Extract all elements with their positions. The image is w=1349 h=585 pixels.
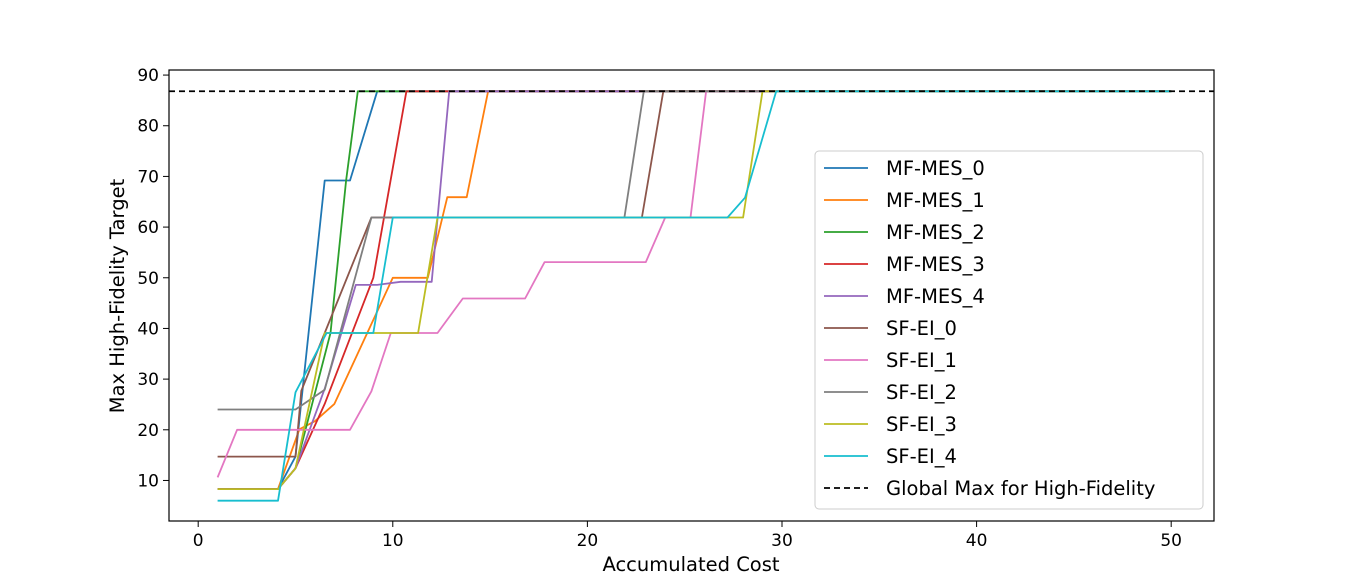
legend-label: SF-EI_2 <box>886 381 957 404</box>
legend-label: SF-EI_4 <box>886 445 957 468</box>
x-axis-label: Accumulated Cost <box>602 553 779 576</box>
y-axis: 10 20 30 40 50 60 70 80 90 <box>137 66 169 491</box>
legend-label: Global Max for High-Fidelity <box>886 477 1155 500</box>
x-tick-label: 10 <box>382 531 404 551</box>
legend-box <box>814 150 1204 510</box>
y-tick-label: 80 <box>137 117 159 137</box>
y-tick-label: 30 <box>137 370 159 390</box>
y-tick-label: 20 <box>137 421 159 441</box>
legend-label: SF-EI_0 <box>886 317 957 340</box>
x-axis: 0 10 20 30 40 50 <box>193 521 1182 551</box>
series-line-mf-mes-1 <box>217 90 1172 491</box>
legend-label: MF-MES_1 <box>886 189 985 212</box>
y-tick-label: 70 <box>137 167 159 187</box>
series-line-sf-ei-0 <box>217 90 1172 458</box>
legend-label: SF-EI_3 <box>886 413 957 436</box>
y-tick-label: 90 <box>137 66 159 86</box>
y-tick-label: 10 <box>137 471 159 491</box>
x-tick-label: 30 <box>771 531 793 551</box>
legend-label: MF-MES_2 <box>886 221 985 244</box>
y-tick-label: 40 <box>137 319 159 339</box>
x-tick-label: 0 <box>193 531 204 551</box>
legend-label: SF-EI_1 <box>886 349 957 372</box>
y-tick-label: 60 <box>137 218 159 238</box>
legend: MF-MES_0 MF-MES_1 MF-MES_2 MF-MES_3 MF-MES_4… <box>814 150 1204 510</box>
legend-label: MF-MES_0 <box>886 157 985 180</box>
legend-label: MF-MES_3 <box>886 253 985 276</box>
plot-frame <box>168 69 1215 522</box>
x-tick-label: 40 <box>966 531 988 551</box>
y-tick-label: 50 <box>137 269 159 289</box>
series-line-sf-ei-4 <box>217 90 1172 502</box>
y-axis-label: Max High-Fidelity Target <box>106 178 129 413</box>
legend-label: MF-MES_4 <box>886 285 985 308</box>
series-layer <box>169 90 1214 502</box>
series-line-sf-ei-3 <box>217 90 1172 491</box>
x-tick-label: 50 <box>1160 531 1182 551</box>
x-tick-label: 20 <box>577 531 599 551</box>
